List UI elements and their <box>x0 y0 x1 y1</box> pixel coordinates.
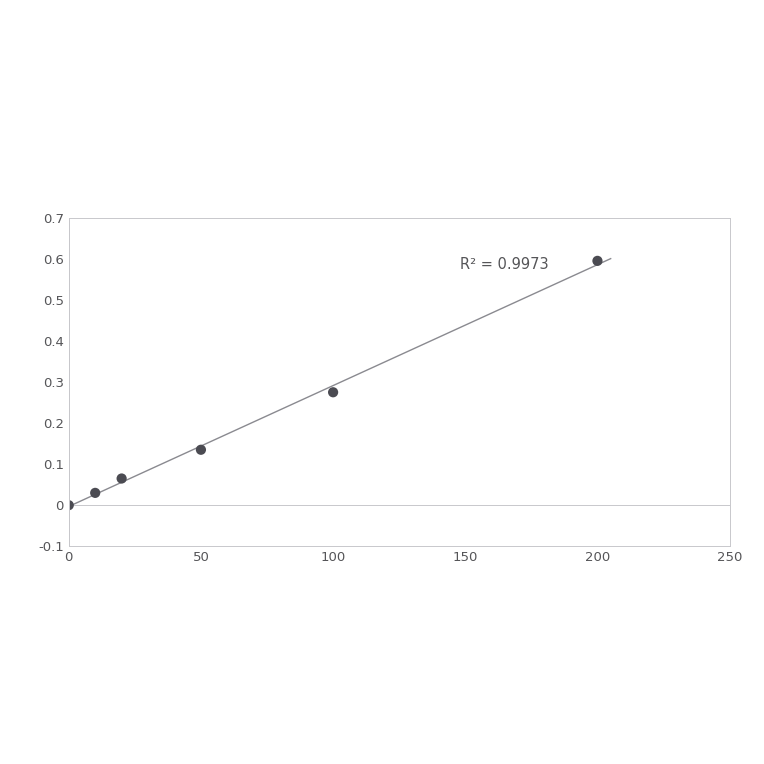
Point <box>63 499 75 511</box>
Point <box>115 472 128 484</box>
Point <box>195 444 207 456</box>
Text: R² = 0.9973: R² = 0.9973 <box>460 257 549 273</box>
Point <box>327 386 339 398</box>
Point <box>591 254 604 267</box>
Point <box>89 487 102 499</box>
